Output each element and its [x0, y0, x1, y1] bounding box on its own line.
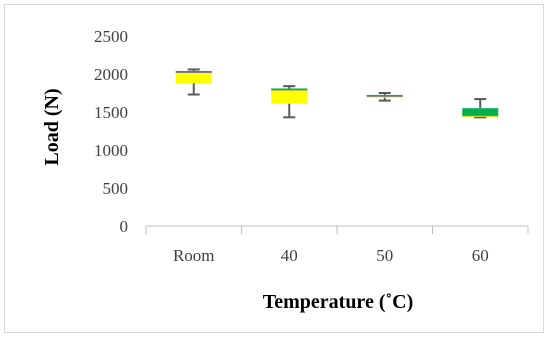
upper-box	[271, 88, 308, 90]
x-tick-label: 40	[281, 246, 298, 265]
y-tick-label: 2000	[94, 65, 128, 84]
lower-box	[175, 72, 212, 84]
x-tick-labels: Room 40 50 60	[173, 246, 489, 265]
x-tick-label: Room	[173, 246, 215, 265]
boxes	[175, 68, 499, 119]
upper-box	[366, 94, 403, 97]
lower-box	[462, 115, 499, 117]
y-tick-labels: 0 500 1000 1500 2000 2500	[94, 27, 529, 236]
x-tick-label: 60	[472, 246, 489, 265]
y-tick-label: 1500	[94, 103, 128, 122]
upper-box	[175, 70, 212, 73]
y-tick-label: 500	[103, 179, 129, 198]
lower-box	[366, 96, 403, 98]
chart-frame	[4, 4, 544, 333]
y-tick-label: 1000	[94, 141, 128, 160]
x-tick-label: 50	[376, 246, 393, 265]
y-axis-title: Load (N)	[41, 88, 63, 165]
upper-box	[462, 108, 499, 116]
lower-box	[271, 89, 308, 104]
y-tick-label: 0	[120, 217, 129, 236]
y-tick-label: 2500	[94, 27, 128, 46]
x-axis-title: Temperature (˚C)	[263, 291, 414, 313]
